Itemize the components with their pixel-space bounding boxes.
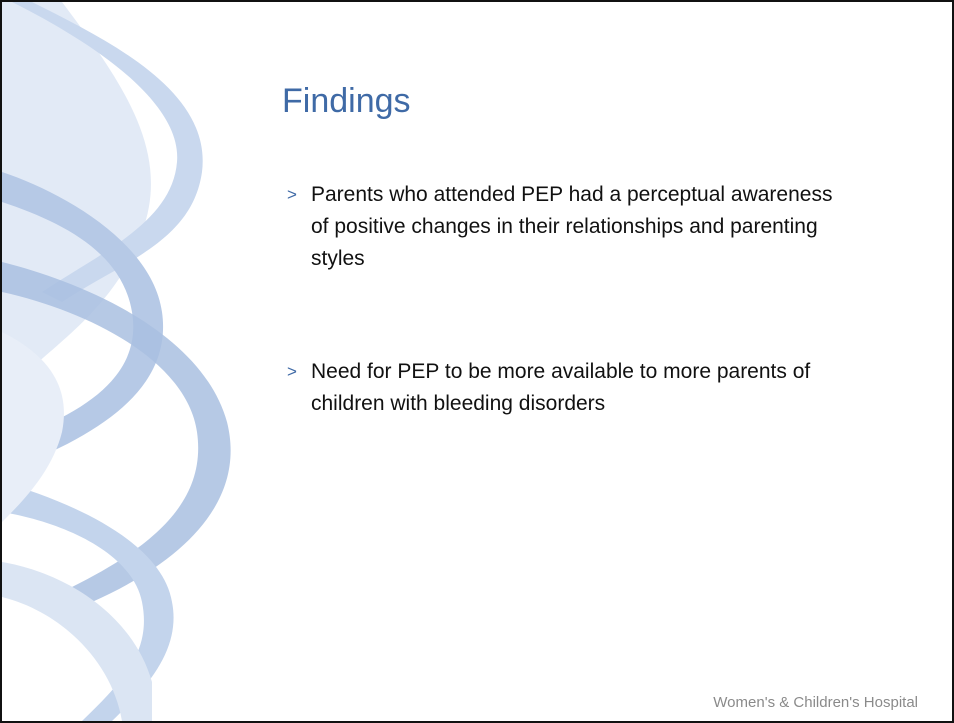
bullet-item: > Parents who attended PEP had a perceptu… — [287, 179, 847, 275]
bullet-text: Parents who attended PEP had a perceptua… — [311, 183, 832, 270]
ribbon-decoration — [2, 2, 262, 721]
page: Findings > Parents who attended PEP had a… — [0, 0, 954, 723]
slide: Findings > Parents who attended PEP had a… — [0, 0, 954, 723]
bullet-marker: > — [287, 179, 297, 211]
bullet-item: > Need for PEP to be more available to mo… — [287, 356, 847, 420]
bullet-list: > Parents who attended PEP had a perceptu… — [287, 179, 847, 501]
slide-title: Findings — [282, 82, 411, 121]
footer: Women's & Children's Hospital — [713, 694, 918, 711]
bullet-text: Need for PEP to be more available to mor… — [311, 360, 810, 415]
bullet-marker: > — [287, 356, 297, 388]
